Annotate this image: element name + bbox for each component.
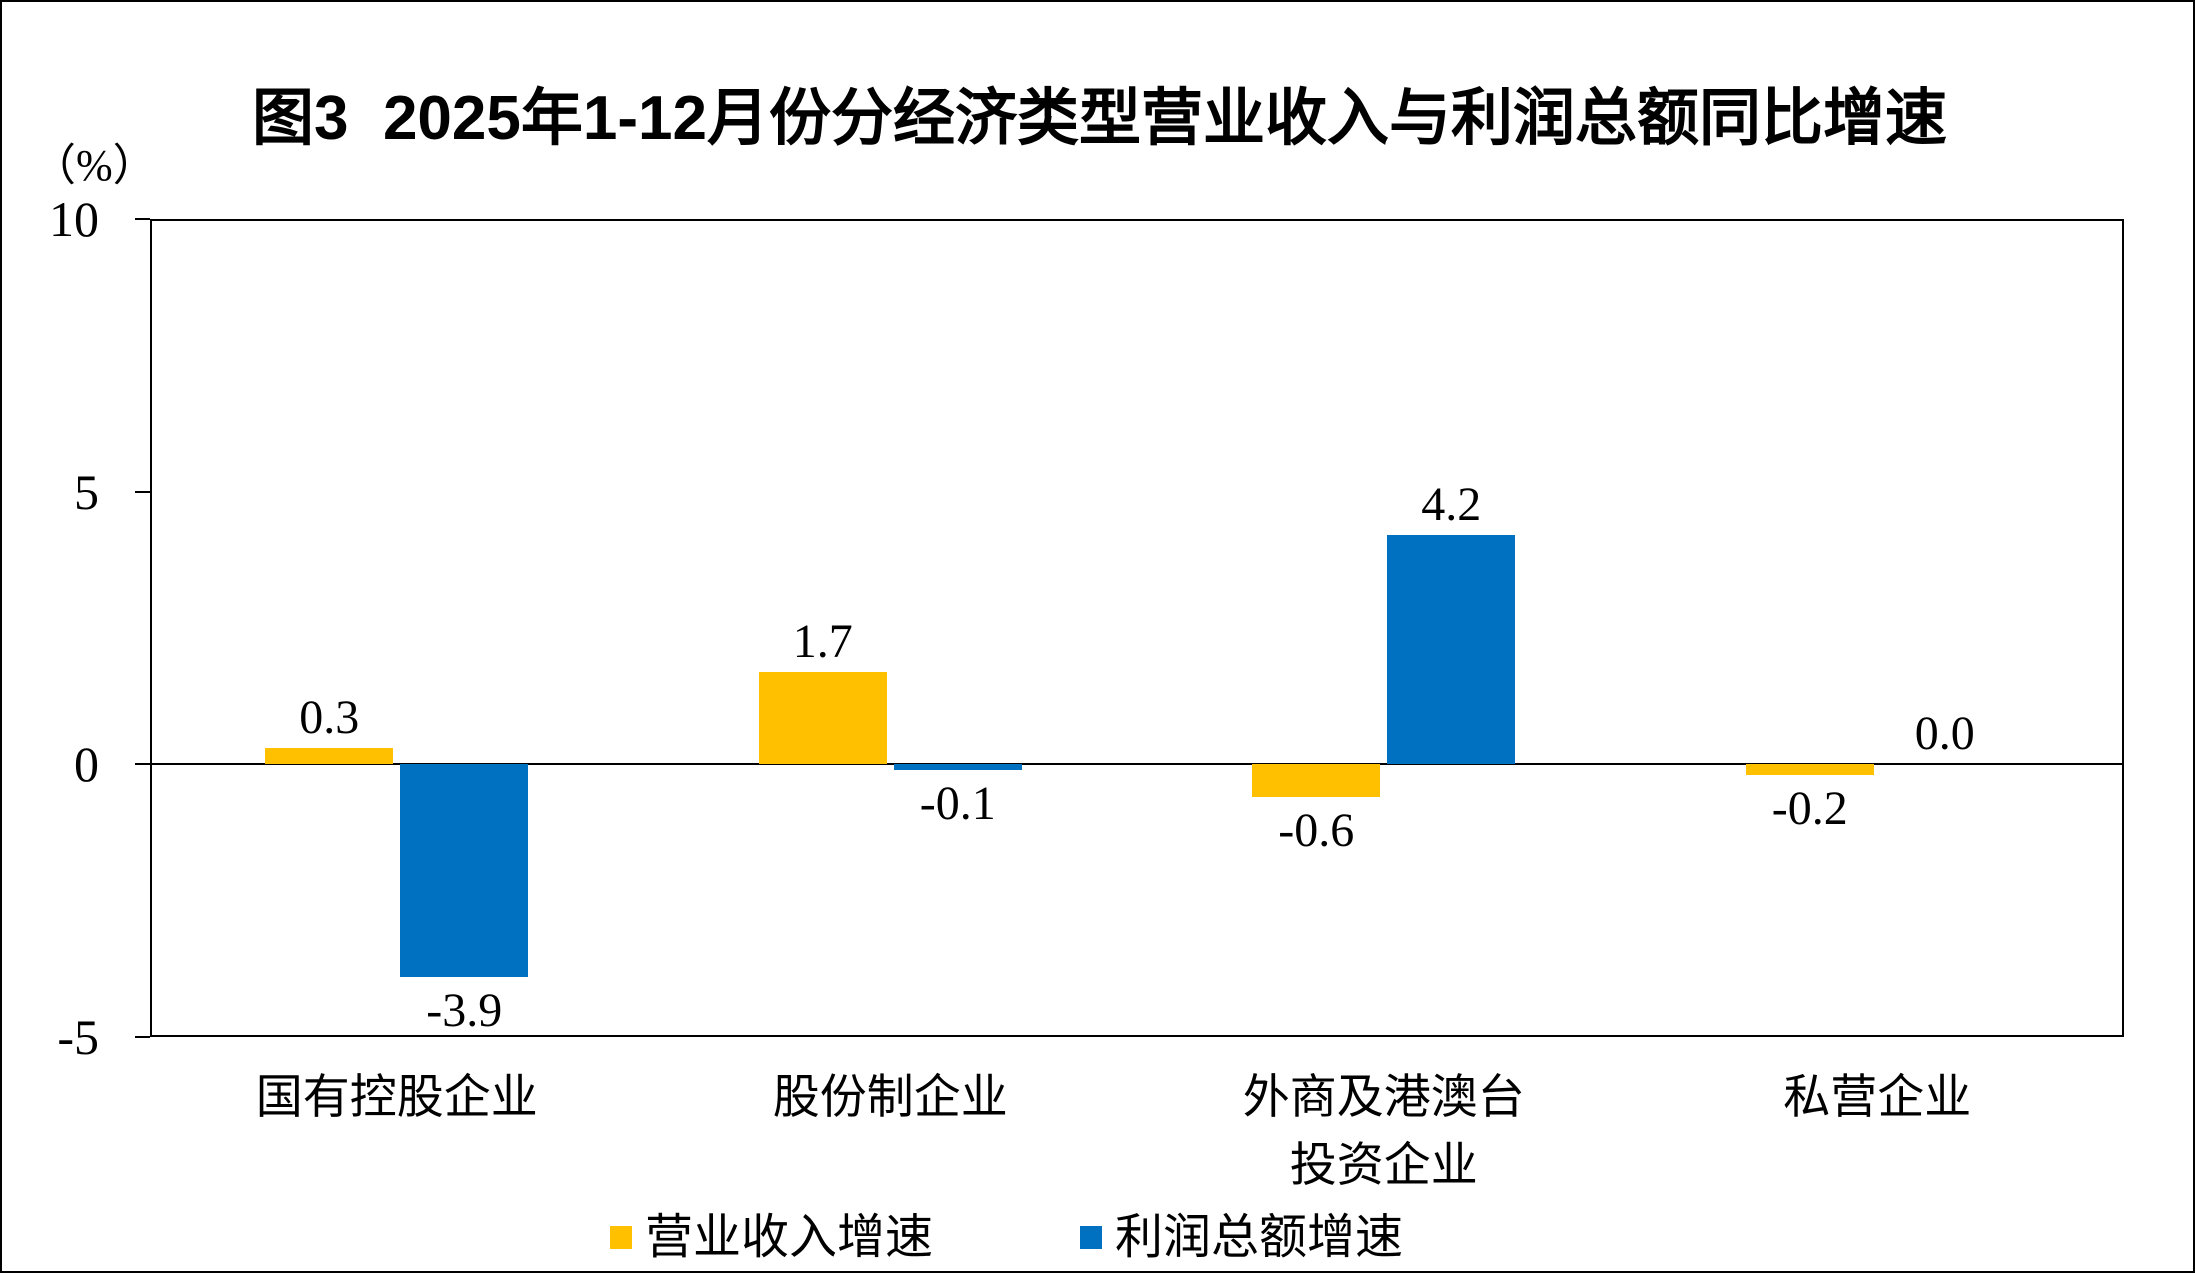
bar-revenue — [1252, 764, 1381, 798]
value-label-revenue: 0.3 — [299, 690, 360, 744]
value-label-revenue: -0.2 — [1771, 782, 1848, 836]
y-axis-unit-label: （%） — [32, 141, 157, 190]
y-tick-label: 10 — [49, 191, 99, 247]
legend-marker-profit-icon — [1080, 1226, 1103, 1249]
legend-item-profit: 利润总额增速 — [1080, 1212, 1403, 1264]
y-tick-mark — [135, 1036, 150, 1038]
legend: 营业收入增速 利润总额增速 — [610, 1212, 1403, 1264]
bar-profit — [1387, 535, 1516, 765]
bar-profit — [400, 764, 529, 977]
bar-revenue — [758, 671, 887, 765]
legend-marker-revenue-icon — [610, 1226, 632, 1249]
y-tick-mark — [135, 490, 150, 493]
y-tick-mark — [135, 763, 150, 766]
value-label-profit: 4.2 — [1421, 478, 1482, 532]
y-tick-label: 5 — [74, 463, 99, 520]
value-label-revenue: 1.7 — [792, 614, 853, 668]
zero-baseline — [150, 763, 2124, 766]
y-tick-label: 0 — [74, 736, 99, 793]
legend-label-revenue: 营业收入增速 — [645, 1211, 934, 1264]
category-label: 股份制企业 — [772, 1072, 1008, 1124]
bar-profit — [893, 764, 1022, 770]
value-label-revenue: -0.6 — [1278, 804, 1355, 858]
y-tick-mark — [135, 218, 150, 220]
category-label: 外商及港澳台 投资企业 — [1242, 1072, 1525, 1192]
value-label-profit: -3.9 — [426, 984, 503, 1037]
category-label: 私营企业 — [1783, 1072, 1972, 1124]
legend-label-profit: 利润总额增速 — [1115, 1211, 1404, 1264]
legend-item-revenue: 营业收入增速 — [610, 1212, 933, 1264]
chart-title: 图3 2025年1-12月份分经济类型营业收入与利润总额同比增速 — [252, 84, 1947, 153]
bar-revenue — [265, 747, 394, 765]
category-label: 国有控股企业 — [255, 1072, 538, 1124]
value-label-profit: 0.0 — [1914, 707, 1975, 761]
bar-revenue — [1745, 764, 1874, 776]
y-tick-label: -5 — [57, 1009, 99, 1065]
value-label-profit: -0.1 — [919, 776, 996, 830]
